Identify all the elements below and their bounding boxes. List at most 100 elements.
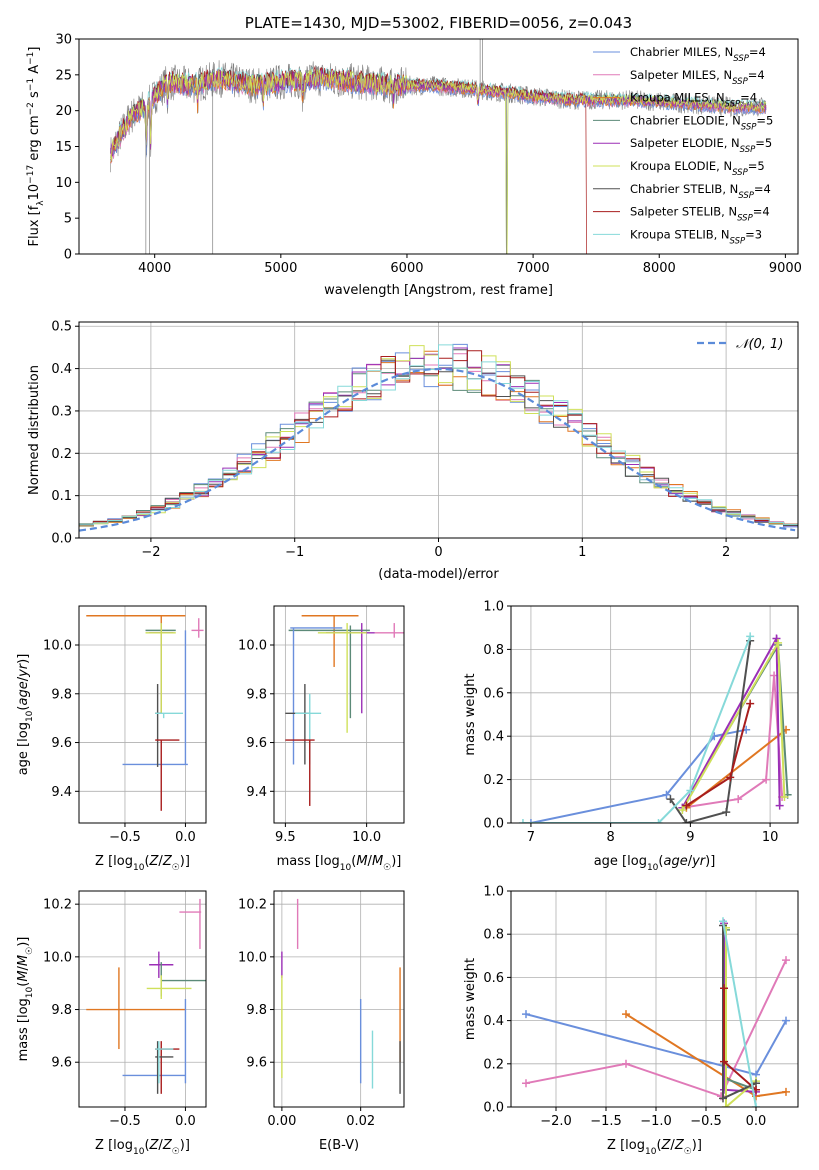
chart-title: PLATE=1430, MJD=53002, FIBERID=0056, z=0…	[245, 14, 632, 32]
x-tick-label: −1.5	[590, 1114, 622, 1129]
label-part: )]	[705, 854, 715, 869]
label-part: (	[16, 706, 31, 711]
y-tick-label: 0.2	[483, 1057, 504, 1072]
y-tick-label: 0.0	[483, 817, 504, 832]
panel-spectrum: 4000 5000 6000 7000 8000 9000 0 5 10 15 20 25 30 PLAT…	[26, 14, 802, 298]
series-line-chabrier-miles	[530, 728, 747, 823]
x-tick-label: 4000	[138, 261, 171, 276]
series-marker-chabrier-stelib	[722, 808, 731, 817]
label-part: ☉	[172, 1147, 180, 1157]
label-part: (	[144, 854, 149, 869]
label-part: M	[16, 970, 31, 981]
label-part: /	[158, 854, 163, 869]
legend-entry: Chabrier MILES, NSSP=4	[630, 45, 766, 64]
x-axis-label: Z [log10(Z/Z☉)]	[95, 1138, 190, 1157]
y-tick-label: 1.0	[483, 600, 504, 615]
y-tick-label: 10.0	[43, 639, 72, 654]
y-tick-label: 9.8	[51, 1003, 72, 1018]
y-axis-label: mass weight	[463, 958, 478, 1040]
label-part: )]	[16, 654, 31, 664]
label-part: ☉	[383, 863, 391, 873]
axes-frame	[273, 890, 405, 1108]
y-tick-label: 10.2	[238, 898, 267, 913]
y-tick-label: 0.8	[483, 643, 504, 658]
label-part: age [log	[16, 722, 31, 775]
legend-label: Salpeter STELIB, N	[630, 205, 737, 219]
y-tick-label: 20	[55, 104, 72, 119]
label-part: /	[368, 854, 373, 869]
label-part: age	[16, 681, 31, 705]
x-tick-label: 7000	[517, 261, 550, 276]
panel-residuals: −2 −1 0 1 2 0.0 0.1 0.2 0.3 0.4 0.5 (data-model)/er…	[27, 320, 799, 582]
plot-area	[86, 615, 204, 811]
label-part: (	[144, 1138, 149, 1153]
legend-tail: =5	[748, 159, 765, 173]
x-tick-label: 10.0	[352, 830, 381, 845]
label-part: M	[372, 854, 383, 869]
label-part: λ	[36, 200, 46, 206]
plot-area	[79, 343, 798, 532]
label-part: )]	[391, 854, 401, 869]
y-tick-label: 9.6	[51, 736, 72, 751]
y-tick-label: 0.3	[51, 404, 72, 419]
x-tick-label: −1.0	[640, 1114, 672, 1129]
series-line-salpeter-miles	[682, 675, 784, 809]
legend-sub: SSP	[732, 77, 748, 87]
series-marker-kroupa-miles	[622, 1010, 630, 1019]
label-part: ]	[27, 47, 42, 52]
series-marker-salpeter-stelib	[746, 699, 755, 708]
x-tick-label: −2.0	[540, 1114, 572, 1129]
series-marker-salpeter-miles	[622, 1059, 630, 1068]
legend-tail: =4	[748, 68, 765, 82]
y-tick-label: 10.0	[43, 950, 72, 965]
label-part: 10	[645, 1147, 657, 1157]
label-part: mass [log	[277, 854, 340, 869]
legend-sub: SSP	[737, 214, 753, 224]
series-line-kroupa-stelib	[523, 636, 752, 823]
label-part: 10	[27, 184, 42, 201]
series-marker-kroupa-stelib	[719, 917, 727, 926]
legend-sub: SSP	[740, 145, 756, 155]
series-marker-chabrier-miles	[662, 790, 671, 799]
y-axis-label: age [log10(age/yr)]	[16, 654, 35, 776]
series-line-kroupa-elodie	[681, 639, 786, 811]
legend-entry: Chabrier ELODIE, NSSP=5	[630, 113, 773, 132]
x-tick-label: 9.5	[275, 830, 296, 845]
y-tick-label: 9.8	[246, 1003, 267, 1018]
y-tick-label: 25	[55, 68, 72, 83]
label-part: /	[158, 1138, 163, 1153]
x-tick-label: 0.00	[267, 1114, 296, 1129]
axes-frame	[78, 890, 207, 1108]
y-axis-label: mass weight	[463, 673, 478, 755]
y-tick-label: 9.6	[246, 1056, 267, 1071]
label-part: (	[656, 1138, 661, 1153]
legend-entry: Chabrier STELIB, NSSP=4	[630, 182, 771, 201]
series-marker-salpeter-miles	[734, 795, 743, 804]
y-tick-label: 9.6	[246, 736, 267, 751]
x-tick-label: −0.5	[690, 1114, 722, 1129]
label-part: Z	[149, 854, 160, 869]
label-part: Z [log	[607, 1138, 645, 1153]
legend-tail: =4	[749, 45, 766, 59]
x-axis-label: E(B-V)	[319, 1138, 359, 1153]
label-part: A	[27, 65, 42, 78]
y-tick-label: 0.2	[51, 447, 72, 462]
label-part: erg cm	[27, 115, 42, 164]
x-tick-label: 0.02	[346, 1114, 375, 1129]
axes-frame	[510, 890, 799, 1108]
y-tick-label: 1.0	[483, 885, 504, 900]
legend-tail: =5	[756, 113, 773, 127]
x-tick-label: −2	[141, 545, 160, 560]
y-tick-label: 9.6	[51, 1056, 72, 1071]
x-tick-label: 5000	[264, 261, 297, 276]
legend-entry: Salpeter ELODIE, NSSP=5	[630, 136, 772, 155]
panel-mass_vs_Z: −0.5 0.09.69.810.010.2Z [log10(Z/Z☉)]mass…	[16, 890, 207, 1157]
legend-sub: SSP	[730, 236, 746, 246]
series-marker-kroupa-stelib	[518, 819, 527, 823]
label-part: (	[658, 854, 663, 869]
label-part: Z [log	[95, 1138, 133, 1153]
x-tick-label: 6000	[390, 261, 423, 276]
